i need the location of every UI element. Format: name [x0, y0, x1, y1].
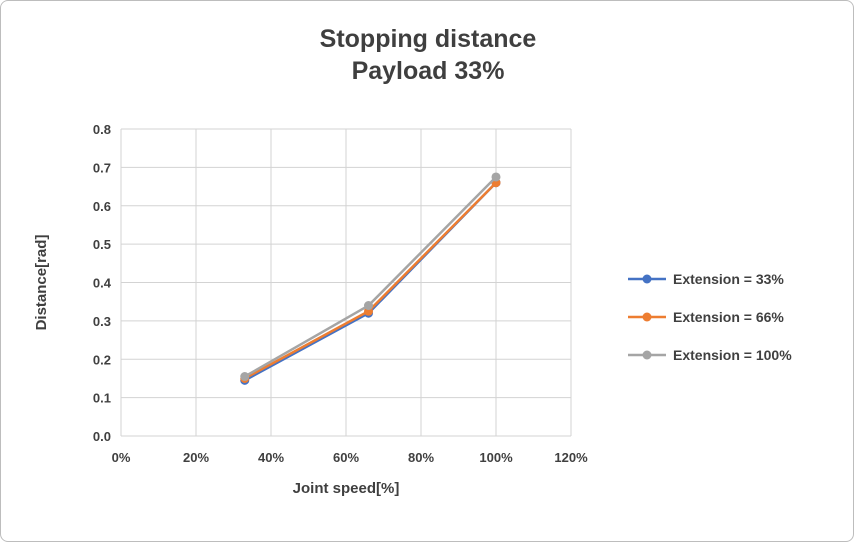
x-tick-label: 80% [408, 450, 434, 465]
y-tick-label: 0.1 [93, 391, 111, 406]
series-line-0 [243, 181, 498, 382]
legend-label: Extension = 100% [673, 347, 792, 363]
y-tick-label: 0.4 [93, 276, 112, 291]
y-tick-label: 0.0 [93, 429, 111, 444]
x-tick-label: 20% [183, 450, 209, 465]
y-axis-title: Distance[rad] [33, 235, 50, 331]
chart-canvas: 0% 20% 40% 60% 80% 100% 120% 0.0 0.1 0.2 0.3 0.4 0.5… [33, 122, 588, 497]
legend-label: Extension = 66% [673, 309, 784, 325]
legend-label: Extension = 33% [673, 271, 784, 287]
x-tick-label: 40% [258, 450, 284, 465]
series-marker-2 [240, 372, 250, 382]
y-tick-label: 0.6 [93, 199, 111, 214]
legend-item-extension-100: Extension = 100% [627, 343, 792, 367]
x-tick-label: 100% [479, 450, 513, 465]
y-tick-label: 0.3 [93, 314, 111, 329]
series-line-2 [243, 175, 498, 378]
legend-item-extension-66: Extension = 66% [627, 305, 792, 329]
y-tick-label: 0.2 [93, 352, 111, 367]
chart-legend: Extension = 33% Extension = 66% Extensio… [627, 267, 792, 367]
x-tick-label: 60% [333, 450, 359, 465]
chart-title: Stopping distance Payload 33% [1, 23, 853, 87]
line-marker-icon [628, 312, 666, 322]
legend-item-extension-33: Extension = 33% [627, 267, 792, 291]
x-tick-label: 0% [112, 450, 131, 465]
series-line-1 [243, 181, 498, 380]
chart-title-line2: Payload 33% [351, 57, 505, 85]
y-tick-label: 0.7 [93, 160, 111, 175]
y-tick-label: 0.5 [93, 237, 111, 252]
chart-title-line1: Stopping distance [319, 25, 537, 53]
series-marker-2 [491, 172, 501, 182]
series-marker-2 [364, 301, 373, 311]
x-tick-label: 120% [554, 450, 588, 465]
x-axis-title: Joint speed[%] [293, 480, 400, 497]
line-marker-icon [628, 274, 666, 284]
line-marker-icon [628, 350, 666, 360]
y-tick-label: 0.8 [93, 122, 111, 137]
